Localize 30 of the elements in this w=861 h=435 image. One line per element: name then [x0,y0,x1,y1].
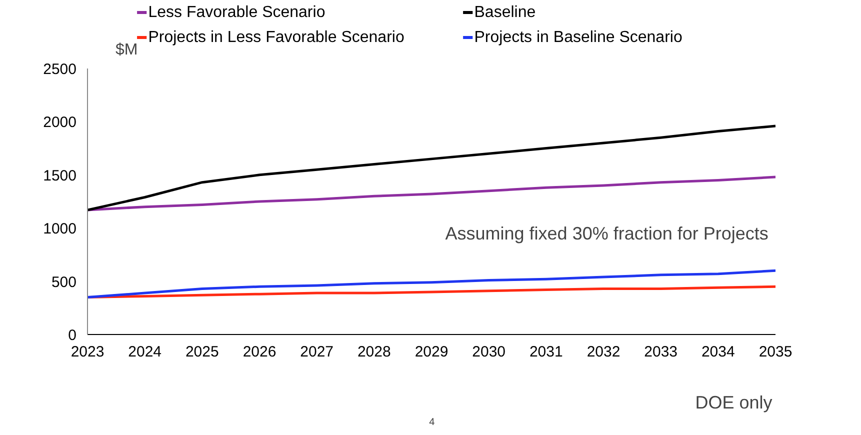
x-tick-label: 2028 [357,344,391,360]
x-tick-label: 2033 [644,344,678,360]
line-series [88,124,776,212]
x-tick-label: 2031 [529,344,563,360]
y-axis-title: $M [115,42,138,58]
x-tick-label: 2030 [472,344,506,360]
line-series [88,269,776,299]
x-tick-label: 2023 [70,344,104,360]
x-tick-label: 2035 [758,344,792,360]
x-tick-label: 2026 [242,344,276,360]
text: DOE only [695,392,772,412]
y-tick-label: 2500 [43,61,77,78]
annotation: Assuming fixed 30% fraction for Projects [445,223,768,244]
x-tick-label: 2027 [300,344,334,360]
text: 4 [429,417,436,428]
x-tick-label: 2029 [414,344,448,360]
legend-label: Baseline [474,4,536,21]
y-tick-label: 1000 [43,220,77,238]
legend-label: Less Favorable Scenario [148,4,326,21]
y-tick-label: 0 [68,327,76,344]
legend-label: Projects in Baseline Scenario [474,29,682,46]
x-tick-label: 2034 [701,344,735,360]
y-tick-label: 500 [51,274,77,291]
line-series [88,176,776,212]
y-tick-label: 1500 [43,167,77,184]
y-tick-label: 2000 [43,114,77,132]
x-tick-label: 2024 [128,344,162,360]
x-tick-label: 2025 [185,344,219,360]
x-tick-label: 2032 [586,344,620,360]
legend-label: Projects in Less Favorable Scenario [148,29,404,46]
